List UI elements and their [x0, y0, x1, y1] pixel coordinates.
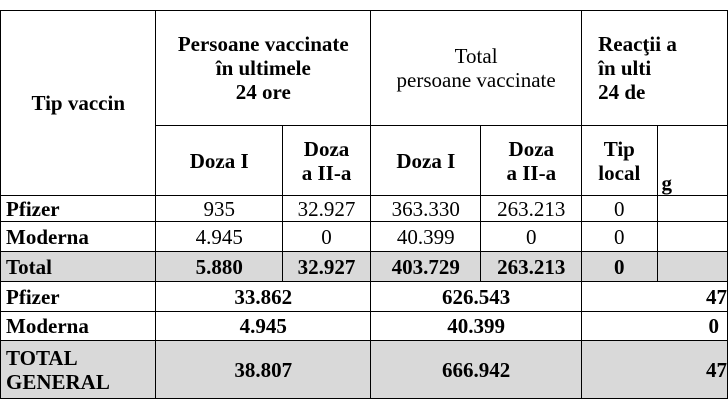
header-doza1-total: Doza I [370, 125, 482, 196]
header-tip-local: Tip local [581, 125, 658, 196]
cell-cut [656, 195, 728, 222]
row-name: TOTAL GENERAL [0, 340, 157, 399]
header-doza2-total: Doza a II-a [480, 125, 583, 196]
cell-summary-24h: 4.945 [155, 311, 372, 341]
cell-summary-reactii: 47 [581, 340, 728, 399]
cell-doza1-24h: 935 [155, 195, 283, 222]
header-group-total: Total persoane vaccinate [370, 10, 583, 126]
row-name: Moderna [0, 221, 157, 252]
cell-tip-local: 0 [581, 221, 658, 252]
cell-doza1-24h: 4.945 [155, 221, 283, 252]
table-row: Moderna 4.945 0 40.399 0 0 [0, 221, 728, 252]
table-row-total: Total 5.880 32.927 403.729 263.213 0 [0, 251, 728, 282]
cell-summary-total: 626.543 [370, 281, 583, 312]
cell-tip-local: 0 [581, 195, 658, 222]
cell-doza2-total: 263.213 [480, 251, 583, 282]
cell-doza2-24h: 32.927 [281, 251, 372, 282]
cell-doza1-total: 40.399 [370, 221, 482, 252]
cell-doza1-total: 403.729 [370, 251, 482, 282]
header-group-24h: Persoane vaccinate în ultimele 24 ore [155, 10, 372, 126]
row-name: Pfizer [0, 281, 157, 312]
row-name: Total [0, 251, 157, 282]
header-tip-vaccin: Tip vaccin [0, 10, 157, 196]
cell-tip-local: 0 [581, 251, 658, 282]
summary-row: Pfizer 33.862 626.543 47 [0, 281, 728, 312]
cell-summary-24h: 33.862 [155, 281, 372, 312]
cell-summary-total: 40.399 [370, 311, 583, 341]
summary-row-total-general: TOTAL GENERAL 38.807 666.942 47 [0, 340, 728, 399]
cell-doza2-total: 263.213 [480, 195, 583, 222]
cell-doza1-total: 363.330 [370, 195, 482, 222]
cell-summary-24h: 38.807 [155, 340, 372, 399]
cell-summary-reactii: 0 [581, 311, 728, 341]
header-group-reactii: Reacţii a în ulti 24 de [581, 10, 728, 126]
header-doza1-24h: Doza I [155, 125, 283, 196]
cell-doza2-24h: 32.927 [281, 195, 372, 222]
cell-doza1-24h: 5.880 [155, 251, 283, 282]
cell-summary-reactii: 47 [581, 281, 728, 312]
vaccination-table: Tip vaccin Persoane vaccinate în ultimel… [0, 10, 728, 399]
table-row: Pfizer 935 32.927 363.330 263.213 0 [0, 195, 728, 222]
header-cut-column: g [656, 125, 728, 196]
summary-row: Moderna 4.945 40.399 0 [0, 311, 728, 341]
cell-cut [656, 221, 728, 252]
cell-summary-total: 666.942 [370, 340, 583, 399]
cell-doza2-24h: 0 [281, 221, 372, 252]
cell-cut [656, 251, 728, 282]
cell-doza2-total: 0 [480, 221, 583, 252]
row-name: Moderna [0, 311, 157, 341]
header-doza2-24h: Doza a II-a [281, 125, 372, 196]
row-name: Pfizer [0, 195, 157, 222]
